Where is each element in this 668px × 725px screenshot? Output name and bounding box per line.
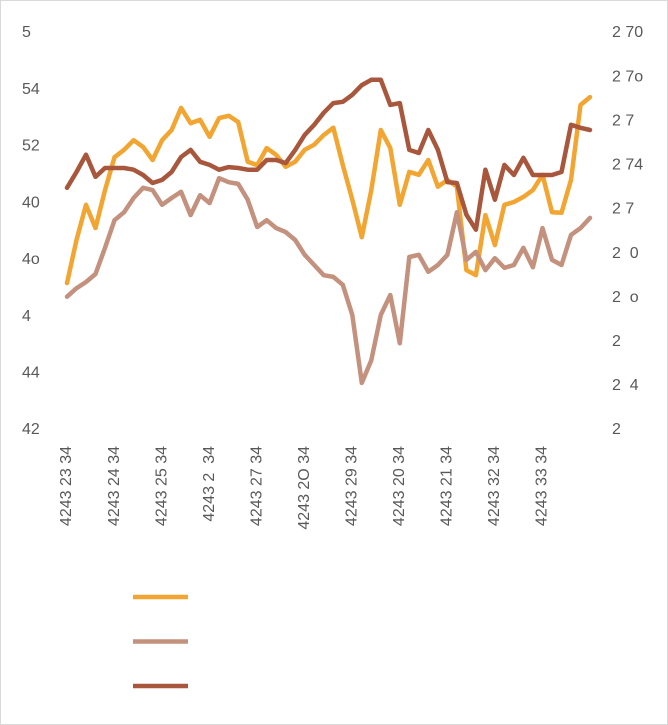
x-tick-label: 4243 33 34 xyxy=(534,446,551,526)
x-tick-label: 4243 24 34 xyxy=(106,446,123,526)
x-tick-label: 4243 25 34 xyxy=(153,446,170,526)
y-tick-label: 44 xyxy=(22,365,40,382)
x-tick-label: 4243 21 34 xyxy=(439,446,456,526)
y2-tick-label: 2 xyxy=(612,421,621,438)
y2-tick-label: 2 7 xyxy=(612,112,634,129)
y2-tick-label: 2 70 xyxy=(612,24,643,41)
y2-tick-label: 2 7o xyxy=(612,68,643,85)
x-tick-label: 4243 29 34 xyxy=(343,446,360,526)
y-tick-label: 42 xyxy=(22,421,40,438)
y-tick-label: 5 xyxy=(22,24,31,41)
line-series xyxy=(64,94,593,286)
y2-tick-label: 2 o xyxy=(612,289,639,306)
y-tick-label: 40 xyxy=(22,194,40,211)
y-tick-label: 52 xyxy=(22,138,40,155)
line-series xyxy=(64,175,593,386)
x-tick-label: 4243 2O 34 xyxy=(296,446,313,530)
x-tick-label: 4243 23 34 xyxy=(58,446,75,526)
x-tick-label: 4243 32 34 xyxy=(486,446,503,526)
y2-tick-label: 2 xyxy=(612,333,621,350)
y-tick-label: 4o xyxy=(22,251,40,268)
x-tick-label: 4243 27 34 xyxy=(248,446,265,526)
y2-tick-label: 2 74 xyxy=(612,157,643,174)
x-tick-label: 4243 20 34 xyxy=(391,446,408,526)
y-tick-label: 54 xyxy=(22,81,40,98)
line-series xyxy=(64,77,593,232)
y2-tick-label: 2 7 xyxy=(612,201,634,218)
y2-tick-label: 2 0 xyxy=(612,245,639,262)
y-tick-label: 4 xyxy=(22,308,31,325)
y2-tick-label: 2 4 xyxy=(612,377,639,394)
x-tick-label: 4243 2 34 xyxy=(201,446,218,522)
